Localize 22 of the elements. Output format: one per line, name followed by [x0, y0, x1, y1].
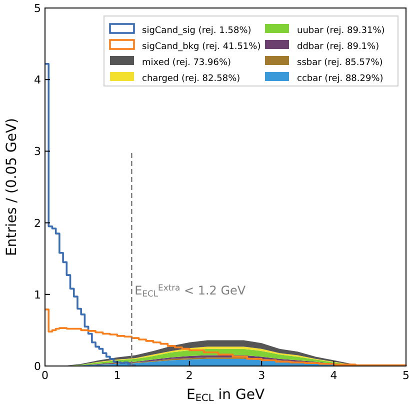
y-axis-title: Entries / (0.05 GeV)	[4, 118, 20, 256]
x-tick-label: 1	[114, 369, 121, 382]
x-tick-label: 4	[330, 369, 338, 382]
x-axis-title: E$_{ECL}$ in GeV	[186, 387, 265, 404]
legend-label: ssbar (rej. 85.57%)	[297, 58, 383, 68]
legend-label: mixed (rej. 73.96%)	[142, 58, 232, 68]
ref-line-label: E$_{ECL}$$^{Extra}$ < 1.2 GeV	[134, 282, 246, 298]
x-tick-label: 3	[258, 369, 266, 382]
x-tick-label: 5	[402, 369, 409, 382]
y-tick-label: 4	[34, 74, 41, 87]
y-tick-label: 3	[34, 145, 41, 158]
legend-label: uubar (rej. 89.31%)	[297, 26, 385, 36]
y-tick-label: 5	[34, 2, 41, 15]
legend-label: ccbar (rej. 88.29%)	[297, 74, 384, 84]
x-tick-label: 2	[186, 369, 193, 382]
legend-label: charged (rej. 82.58%)	[142, 74, 240, 84]
legend-label: sigCand_bkg (rej. 41.51%)	[142, 42, 261, 52]
legend-label: sigCand_sig (rej. 1.58%)	[142, 26, 252, 36]
y-tick-label: 1	[34, 288, 41, 302]
y-tick-label: 2	[34, 216, 41, 230]
y-tick-label: 0	[34, 360, 41, 373]
legend-label: ddbar (rej. 89.1%)	[297, 42, 380, 52]
